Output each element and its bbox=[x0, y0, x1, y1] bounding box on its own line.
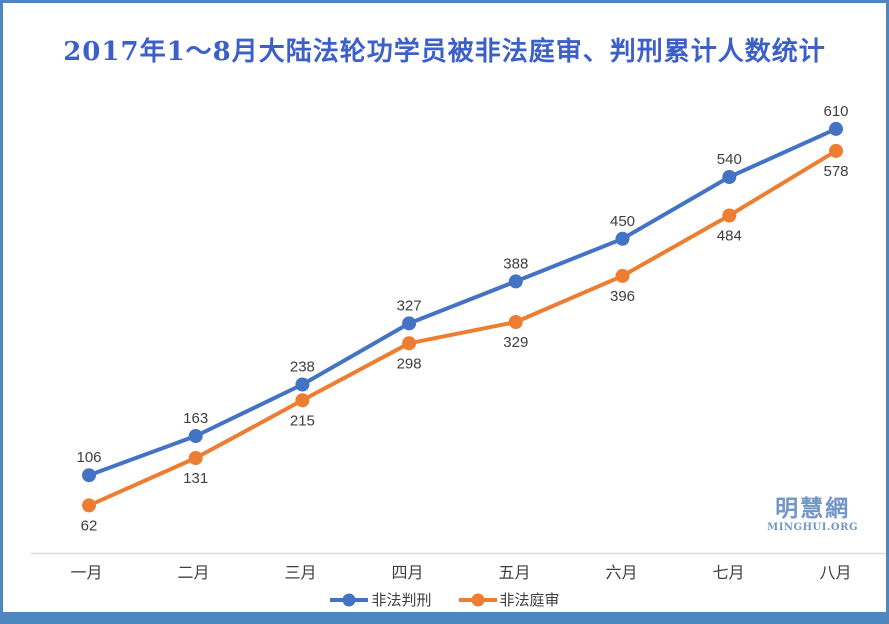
data-label: 610 bbox=[823, 103, 848, 120]
data-label: 327 bbox=[397, 297, 422, 314]
data-point-marker[interactable] bbox=[188, 429, 203, 443]
series-line-0 bbox=[87, 126, 838, 478]
watermark-english: MINGHUI.ORG bbox=[767, 522, 858, 533]
x-axis-label: 八月 bbox=[819, 565, 852, 582]
legend-line-dot-icon bbox=[330, 593, 369, 606]
data-label: 131 bbox=[183, 470, 208, 487]
legend-item-sentenced[interactable]: 非法判刑 bbox=[329, 589, 432, 610]
data-point-marker[interactable] bbox=[615, 231, 630, 246]
x-axis-label: 四月 bbox=[391, 565, 424, 582]
data-label: 329 bbox=[503, 334, 528, 351]
data-point-marker[interactable] bbox=[295, 377, 310, 392]
series-line-1 bbox=[87, 148, 838, 508]
chart-legend: 非法判刑 非法庭审 bbox=[3, 589, 886, 610]
data-point-marker[interactable] bbox=[82, 468, 96, 483]
data-point-marker[interactable] bbox=[615, 268, 630, 283]
legend-line-dot-icon bbox=[458, 593, 497, 606]
data-point-marker[interactable] bbox=[722, 170, 737, 184]
data-label: 578 bbox=[823, 163, 848, 180]
data-point-marker[interactable] bbox=[295, 393, 310, 408]
data-label: 62 bbox=[81, 517, 98, 534]
bottom-accent-bar bbox=[3, 612, 886, 621]
x-axis-label: 二月 bbox=[177, 565, 210, 582]
data-label: 298 bbox=[397, 355, 422, 372]
data-point-marker[interactable] bbox=[508, 274, 523, 289]
x-axis-label: 一月 bbox=[70, 565, 103, 582]
data-point-marker[interactable] bbox=[722, 208, 737, 223]
minghui-watermark: 明慧網 MINGHUI.ORG bbox=[767, 497, 858, 533]
data-label: 396 bbox=[610, 288, 635, 305]
data-label: 215 bbox=[290, 412, 315, 429]
data-label: 238 bbox=[290, 359, 315, 376]
data-point-marker[interactable] bbox=[829, 121, 843, 136]
watermark-chinese: 明慧網 bbox=[775, 495, 851, 522]
line-chart-canvas: 106 163 238 327 388 450 540 610 62 131 215 298 329 39… bbox=[31, 103, 886, 555]
data-label: 163 bbox=[183, 410, 208, 427]
legend-label-sentenced: 非法判刑 bbox=[371, 592, 432, 609]
data-label: 540 bbox=[717, 151, 742, 168]
data-label: 450 bbox=[610, 213, 635, 230]
data-point-marker[interactable] bbox=[188, 451, 203, 465]
legend-label-tried: 非法庭审 bbox=[499, 592, 560, 609]
x-axis-label: 七月 bbox=[712, 565, 745, 582]
data-label: 484 bbox=[717, 228, 742, 245]
x-axis-label: 三月 bbox=[284, 565, 317, 582]
legend-item-tried[interactable]: 非法庭审 bbox=[458, 589, 560, 610]
data-label: 388 bbox=[503, 255, 528, 272]
data-point-marker[interactable] bbox=[82, 498, 96, 513]
data-label: 106 bbox=[76, 449, 101, 466]
data-point-marker[interactable] bbox=[829, 143, 843, 158]
chart-title: 2017年1～8月大陆法轮功学员被非法庭审、判刑累计人数统计 bbox=[63, 37, 826, 67]
data-point-marker[interactable] bbox=[402, 336, 417, 351]
data-point-marker[interactable] bbox=[508, 315, 523, 329]
x-axis-label: 六月 bbox=[605, 565, 638, 582]
x-axis-label: 五月 bbox=[498, 565, 531, 582]
data-point-marker[interactable] bbox=[402, 316, 417, 331]
x-axis: 一月 二月 三月 四月 五月 六月 七月 八月 bbox=[33, 559, 886, 583]
